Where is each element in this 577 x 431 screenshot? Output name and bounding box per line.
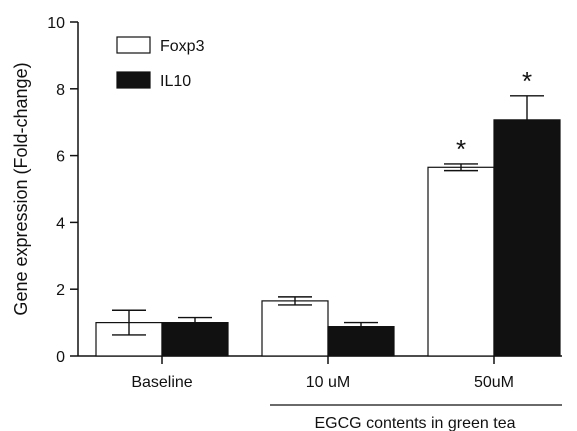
- legend-label-foxp3: Foxp3: [160, 38, 205, 55]
- error-bars: [112, 95, 544, 336]
- y-ticks: 0 2 4 6 8 10: [47, 15, 78, 366]
- legend-swatch-il10: [116, 71, 151, 89]
- category-label: Baseline: [131, 374, 192, 391]
- category-label: 50uM: [474, 374, 514, 391]
- category-labels: Baseline 10 uM 50uM: [131, 374, 514, 391]
- bar-il10-2: [493, 119, 561, 357]
- significance-asterisk: *: [522, 66, 532, 96]
- y-axis-title: Gene expression (Fold-change): [11, 62, 31, 315]
- y-tick-label: 4: [56, 215, 65, 232]
- significance-asterisk: *: [456, 134, 466, 164]
- group-label: EGCG contents in green tea: [315, 415, 516, 431]
- legend-swatch-foxp3: [116, 36, 151, 54]
- y-tick-label: 6: [56, 149, 65, 166]
- y-tick-label: 0: [56, 349, 65, 366]
- bars: [95, 119, 561, 357]
- y-tick-label: 8: [56, 82, 65, 99]
- x-ticks: [161, 356, 495, 364]
- y-tick-label: 2: [56, 282, 65, 299]
- category-label: 10 uM: [306, 374, 350, 391]
- bar-il10-0: [161, 322, 229, 357]
- legend-label-il10: IL10: [160, 73, 191, 90]
- bar-il10-1: [327, 326, 395, 357]
- bar-foxp3-2: [427, 166, 495, 357]
- significance-marks: **: [456, 66, 532, 164]
- y-tick-label: 10: [47, 15, 65, 32]
- legend: Foxp3 IL10: [116, 36, 205, 90]
- bar-foxp3-1: [261, 300, 329, 357]
